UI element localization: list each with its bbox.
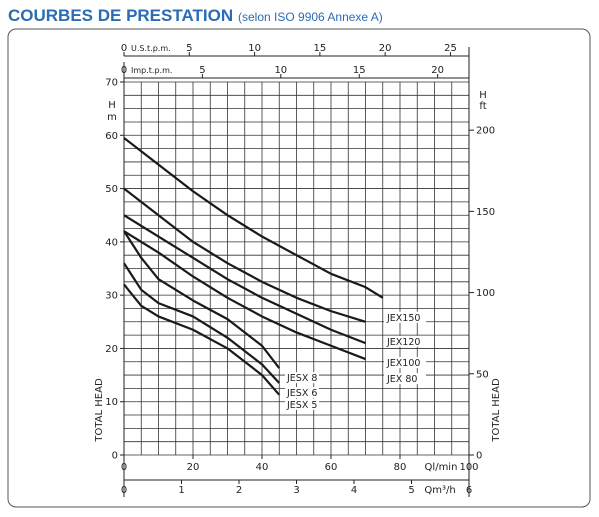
curve [123, 137, 384, 299]
x2-tick-label: 5 [408, 485, 414, 496]
y-tick-label: 20 [105, 344, 118, 355]
top-axis-label: U.S.t.p.m. [131, 44, 171, 53]
curve [123, 214, 366, 345]
frame [7, 28, 591, 508]
x-axis-label: Ql/min [425, 462, 458, 473]
curve [123, 262, 281, 384]
top-tick-label: 15 [353, 65, 366, 76]
label-bg [384, 311, 426, 323]
top-tick-label: 10 [274, 65, 287, 76]
y-tick-label: 60 [105, 131, 118, 142]
top-tick-label: 20 [379, 43, 392, 54]
series-label: JESX 5 [286, 400, 317, 411]
y2-axis-symbol: H [479, 90, 487, 101]
x2-tick-label: 1 [178, 485, 184, 496]
label-bg [285, 387, 319, 399]
top-tick-label: 10 [248, 43, 261, 54]
x-tick-label: 40 [256, 462, 269, 473]
top-tick-label: 0 [121, 43, 127, 54]
curve [123, 187, 366, 323]
top-tick-label: 0 [121, 65, 127, 76]
series-label: JESX 6 [286, 388, 317, 399]
chart-title: COURBES DE PRESTATION [8, 6, 233, 25]
curve [123, 283, 281, 396]
chart-subtitle: (selon ISO 9906 Annexe A) [238, 10, 383, 24]
top-tick-label: 25 [444, 43, 457, 54]
x2-tick-label: 2 [236, 485, 242, 496]
y2-tick-label: 100 [476, 288, 495, 299]
label-bg [384, 357, 426, 369]
x2-axis-label: Qm³/h [424, 485, 455, 496]
y-axis-symbol: H [108, 100, 116, 111]
label-bg [384, 373, 426, 385]
x2-tick-label: 0 [121, 485, 127, 496]
x-tick-label: 20 [187, 462, 200, 473]
y-axis-unit: m [107, 112, 117, 123]
y-tick-label: 10 [105, 397, 118, 408]
y2-tick-label: 150 [476, 207, 495, 218]
y2-tick-label: 0 [476, 451, 482, 462]
top-tick-label: 20 [431, 65, 444, 76]
series-label: JEX100 [386, 358, 420, 369]
curve [123, 230, 366, 361]
x-tick-label: 80 [394, 462, 407, 473]
top-axis-label: Imp.t.p.m. [131, 66, 172, 75]
top-tick-label: 5 [199, 65, 205, 76]
y-tick-label: 0 [112, 451, 118, 462]
y2-tick-label: 50 [476, 369, 489, 380]
y-axis-label: TOTAL HEAD [94, 378, 105, 443]
x-tick-label: 60 [325, 462, 338, 473]
label-bg [285, 398, 319, 410]
y-tick-label: 50 [105, 184, 118, 195]
curve [123, 230, 281, 369]
y2-axis-label: TOTAL HEAD [491, 378, 502, 443]
top-tick-label: 15 [314, 43, 327, 54]
x2-tick-label: 6 [466, 485, 472, 496]
series-label: JEX150 [386, 313, 420, 324]
y2-axis-unit: ft [479, 101, 486, 112]
x2-tick-label: 4 [351, 485, 357, 496]
top-tick-label: 5 [186, 43, 192, 54]
x-tick-label: 100 [459, 462, 478, 473]
label-bg [384, 335, 426, 347]
y-tick-label: 40 [105, 237, 118, 248]
label-bg [285, 372, 319, 384]
series-label: JESX 8 [286, 373, 317, 384]
series-label: JEX 80 [386, 374, 417, 385]
series-label: JEX120 [386, 337, 420, 348]
x2-tick-label: 3 [293, 485, 299, 496]
y-tick-label: 70 [105, 78, 118, 89]
y2-tick-label: 200 [476, 126, 495, 137]
y-tick-label: 30 [105, 291, 118, 302]
x-tick-label: 0 [121, 462, 127, 473]
